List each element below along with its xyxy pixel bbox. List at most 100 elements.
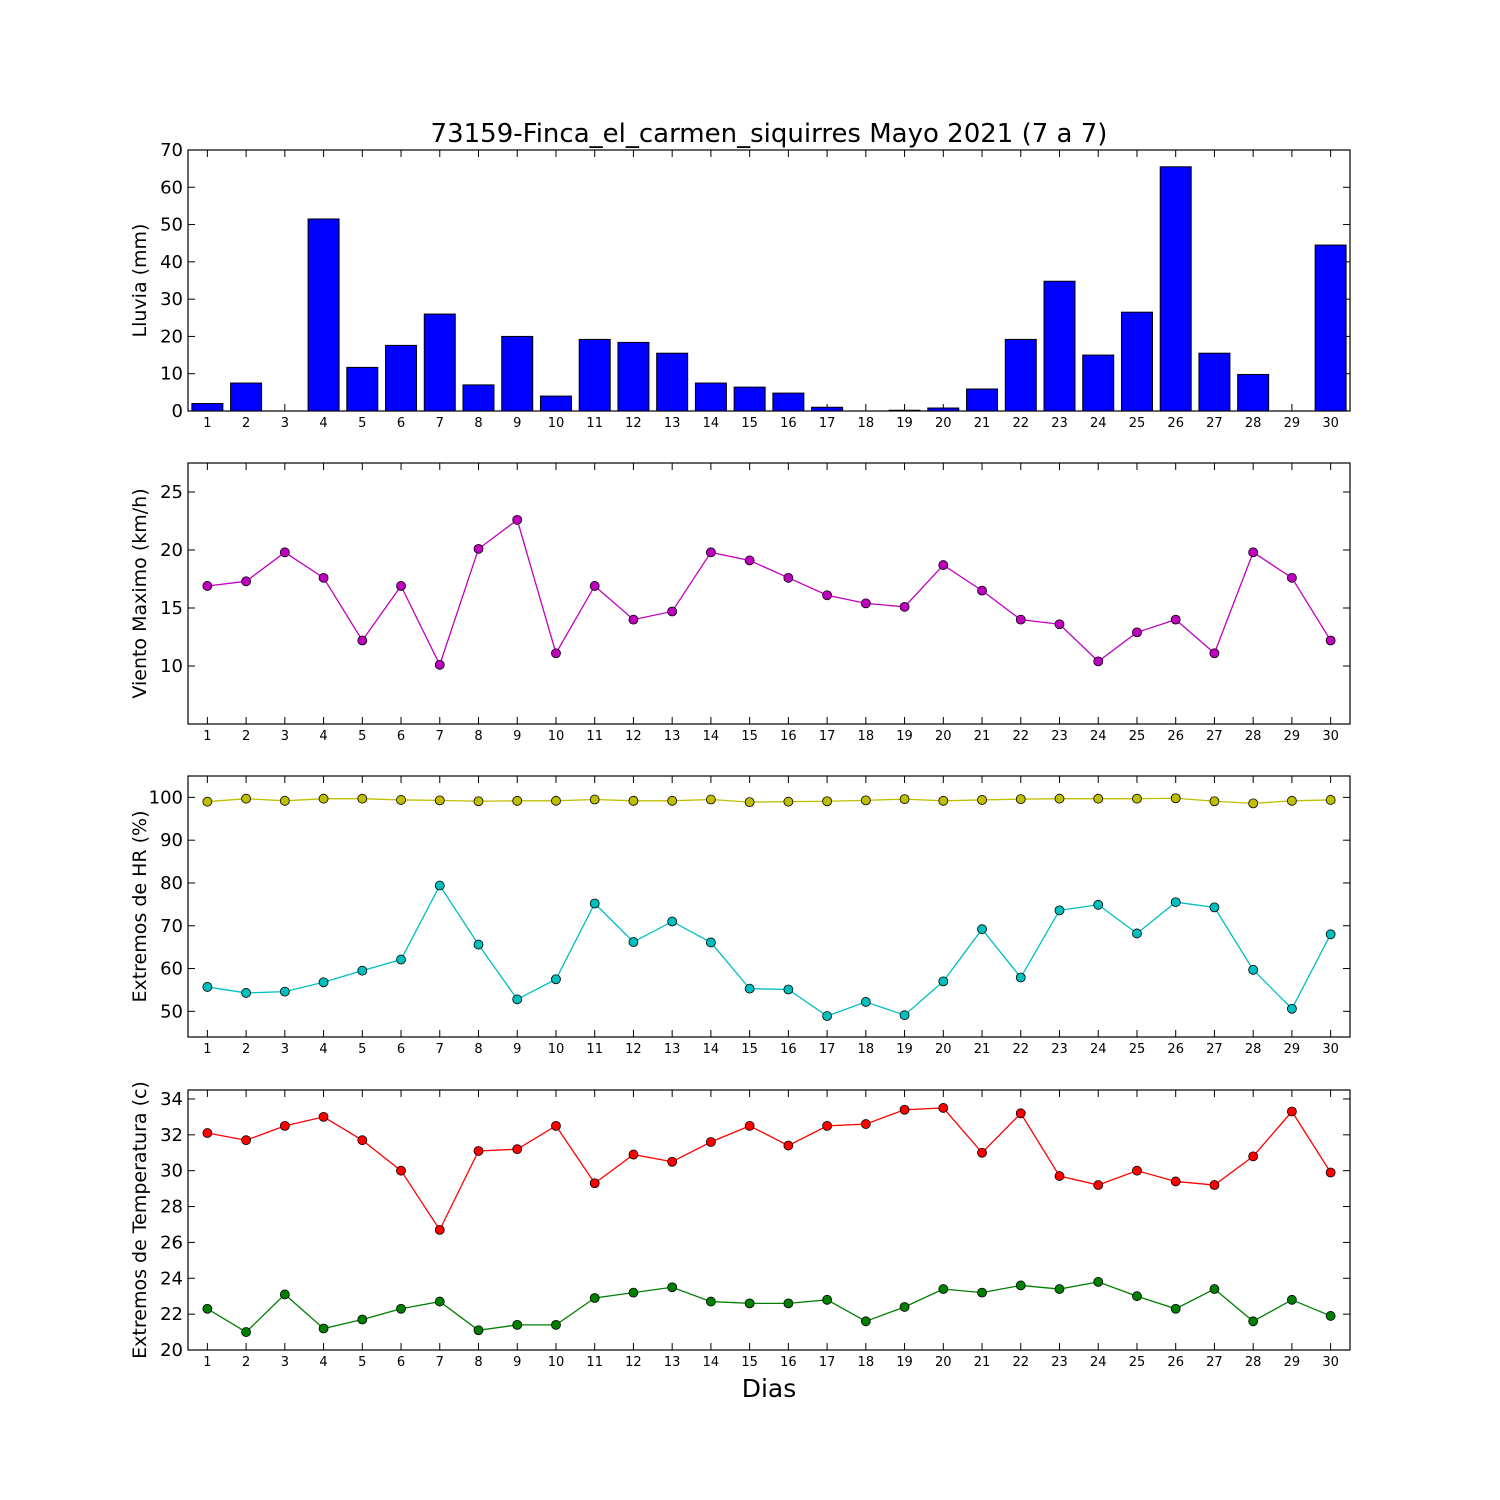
bar [346, 366, 379, 412]
data-point [938, 1103, 949, 1113]
data-point [1209, 902, 1220, 913]
y-tick-label: 10 [160, 364, 183, 385]
y-tick-label: 20 [160, 540, 183, 561]
x-tick-label: 7 [436, 1042, 444, 1057]
x-tick-label: 3 [281, 416, 289, 431]
x-tick-label: 16 [780, 729, 797, 744]
x-tick-label: 22 [1012, 1042, 1029, 1057]
data-point [1093, 899, 1104, 910]
data-point [1287, 1106, 1297, 1117]
data-point [860, 1119, 871, 1129]
data-point [589, 794, 600, 805]
data-point [1054, 793, 1065, 804]
x-tick-label: 22 [1012, 416, 1029, 431]
y-tick-label: 100 [149, 787, 183, 808]
x-tick-label: 10 [548, 1042, 565, 1057]
data-point [667, 795, 678, 806]
y-tick-label: 90 [160, 830, 183, 851]
x-tick-label: 7 [436, 729, 444, 744]
x-tick-label: 6 [397, 1042, 405, 1057]
y-tick-label: 20 [160, 1340, 183, 1361]
x-tick-label: 9 [513, 1355, 521, 1370]
x-tick-label: 15 [741, 729, 758, 744]
x-tick-label: 2 [242, 416, 250, 431]
bar [888, 409, 921, 412]
bar [1043, 280, 1076, 412]
data-point [628, 1149, 639, 1160]
y-axis-label: Extremos de Temperatura (c) [129, 1081, 151, 1359]
x-tick-label: 12 [625, 1042, 642, 1057]
data-point [1325, 635, 1336, 646]
x-tick-label: 25 [1129, 1355, 1146, 1370]
data-point [434, 880, 445, 891]
x-tick-label: 28 [1245, 729, 1262, 744]
x-tick-label: 5 [358, 729, 366, 744]
data-point [473, 939, 484, 950]
x-tick-label: 13 [664, 1042, 681, 1057]
x-tick-label: 26 [1167, 729, 1184, 744]
data-point [977, 585, 987, 596]
data-point [628, 795, 639, 806]
bar [617, 341, 650, 412]
data-point [1015, 1108, 1026, 1119]
x-tick-label: 7 [436, 416, 444, 431]
data-point [1287, 572, 1297, 583]
bar [501, 335, 534, 412]
x-tick-label: 24 [1090, 1042, 1107, 1057]
x-tick-label: 7 [436, 1355, 444, 1370]
data-point [396, 1303, 406, 1314]
data-point [822, 1011, 832, 1021]
x-tick-label: 16 [780, 416, 797, 431]
data-point [202, 982, 213, 992]
x-tick-label: 15 [741, 416, 758, 431]
data-point [860, 1316, 871, 1327]
data-point [899, 601, 910, 612]
x-tick-label: 2 [242, 1042, 250, 1057]
data-point [241, 988, 252, 998]
data-point [938, 795, 949, 806]
data-point [706, 794, 716, 805]
data-point [1209, 648, 1220, 659]
data-point [318, 977, 329, 988]
data-point [551, 1120, 561, 1131]
data-point [241, 576, 252, 587]
data-point [822, 590, 832, 601]
x-tick-label: 22 [1012, 729, 1029, 744]
data-point [589, 1293, 600, 1303]
x-tick-label: 19 [896, 416, 913, 431]
x-tick-label: 14 [703, 1042, 720, 1057]
data-point [279, 795, 290, 806]
data-point [434, 1224, 445, 1235]
x-tick-label: 14 [703, 1355, 720, 1370]
y-tick-label: 30 [160, 289, 183, 310]
x-tick-label: 19 [896, 1355, 913, 1370]
x-tick-label: 28 [1245, 416, 1262, 431]
x-tick-label: 14 [703, 729, 720, 744]
data-point [473, 543, 484, 554]
data-point [899, 1010, 910, 1021]
x-tick-label: 4 [319, 729, 327, 744]
x-tick-label: 30 [1322, 416, 1339, 431]
x-tick-label: 25 [1129, 729, 1146, 744]
data-point [667, 1156, 678, 1167]
x-tick-label: 26 [1167, 416, 1184, 431]
y-tick-label: 70 [160, 916, 183, 937]
x-tick-label: 11 [586, 416, 603, 431]
data-point [783, 796, 794, 807]
x-tick-label: 27 [1206, 1355, 1223, 1370]
x-tick-label: 19 [896, 729, 913, 744]
x-tick-label: 10 [548, 416, 565, 431]
x-tick-label: 5 [358, 416, 366, 431]
data-point [628, 614, 639, 625]
y-tick-label: 24 [160, 1268, 183, 1289]
x-tick-label: 24 [1090, 1355, 1107, 1370]
data-point [1170, 614, 1181, 625]
data-point [202, 581, 213, 591]
series-line-1 [207, 518, 1332, 667]
x-tick-label: 9 [513, 729, 521, 744]
series-line-2 [207, 1281, 1331, 1333]
data-point [202, 1303, 213, 1314]
data-point [202, 1128, 213, 1138]
data-point [1132, 928, 1142, 939]
